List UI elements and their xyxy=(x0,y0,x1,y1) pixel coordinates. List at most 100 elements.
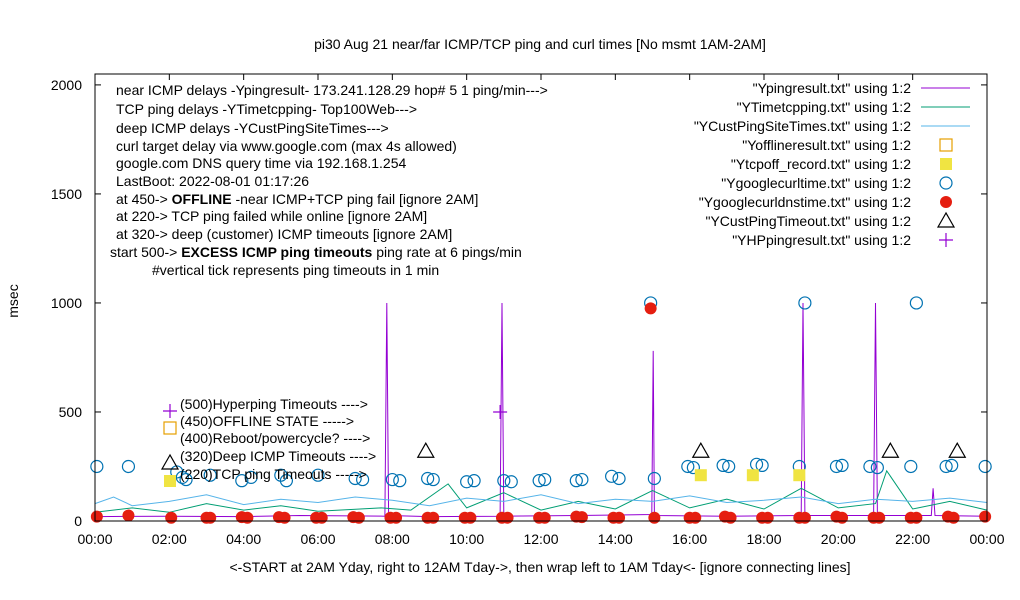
x-tick-label: 20:00 xyxy=(821,531,856,547)
data-point xyxy=(504,475,518,489)
series-line xyxy=(94,469,988,513)
data-point xyxy=(873,511,886,524)
legend-swatch xyxy=(939,176,953,190)
data-point xyxy=(722,459,736,474)
legend-label: "Ytcpoff_record.txt" using 1:2 xyxy=(731,156,911,172)
key-marker xyxy=(164,475,176,487)
data-point xyxy=(648,511,661,524)
data-point xyxy=(945,458,959,472)
legend-label: "Yofflineresult.txt" using 1:2 xyxy=(742,137,911,153)
data-point xyxy=(390,511,403,524)
y-axis-label: msec xyxy=(5,284,21,317)
info-line-deep-icmp: deep ICMP delays -YCustPingSiteTimes---> xyxy=(116,120,389,136)
series-yhppingresult-txt xyxy=(493,404,508,419)
y-tick-label: 1000 xyxy=(51,295,82,311)
data-point xyxy=(385,472,399,487)
y-tick-label: 500 xyxy=(59,404,83,420)
key-label: (500)Hyperping Timeouts ----> xyxy=(180,396,368,412)
excess-suffix: ping rate at 6 pings/min xyxy=(376,244,522,260)
legend-label: "YHPpingresult.txt" using 1:2 xyxy=(732,232,911,248)
x-tick-label: 00:00 xyxy=(77,531,112,547)
data-point xyxy=(939,459,953,474)
data-point xyxy=(716,458,730,472)
data-point xyxy=(870,460,884,475)
data-point xyxy=(421,471,435,486)
data-point xyxy=(909,296,923,310)
info-line-tick-note: #vertical tick represents ping timeouts … xyxy=(152,262,439,278)
info-line-tcp-ping: TCP ping delays -YTimetcpping- Top100Web… xyxy=(116,101,417,117)
y-tick-label: 0 xyxy=(74,513,82,529)
data-point xyxy=(311,468,325,482)
data-point xyxy=(644,302,657,315)
info-line-lastboot: LastBoot: 2022-08-01 01:17:26 xyxy=(116,173,309,189)
legend-label: "Ygooglecurltime.txt" using 1:2 xyxy=(721,175,911,191)
data-point xyxy=(948,442,967,458)
data-point xyxy=(538,472,552,487)
x-axis-label: <-START at 2AM Yday, right to 12AM Tday-… xyxy=(229,559,850,575)
series-ypingresult-txt xyxy=(94,302,988,518)
series-ygooglecurltime-txt xyxy=(90,296,992,489)
data-point xyxy=(241,511,254,524)
legend-swatch xyxy=(939,233,953,247)
info-line-deep-fail: at 320-> deep (customer) ICMP timeouts [… xyxy=(116,226,452,242)
data-point xyxy=(863,459,877,474)
data-point xyxy=(835,458,849,472)
axis-ticks: 00:00 02:00 04:00 06:00 08:00 10:00 12:00 14:00… xyxy=(51,74,1005,547)
data-point xyxy=(761,511,774,524)
data-point xyxy=(904,459,918,474)
data-point xyxy=(836,511,849,524)
legend-label: "Ygooglecurldnstime.txt" using 1:2 xyxy=(699,194,911,210)
series-ycustpingsitetimes-txt xyxy=(94,494,988,507)
data-point xyxy=(881,442,900,458)
data-point xyxy=(681,459,695,474)
series-ytcpoff-record-txt xyxy=(694,469,806,482)
data-point xyxy=(427,511,440,524)
x-tick-label: 22:00 xyxy=(895,531,930,547)
data-point xyxy=(175,470,189,484)
data-point xyxy=(979,510,992,523)
info-line-tcp-fail: at 220-> TCP ping failed while online [i… xyxy=(116,208,427,224)
data-point xyxy=(203,468,217,482)
x-tick-label: 08:00 xyxy=(375,531,410,547)
data-point xyxy=(278,511,291,524)
data-point xyxy=(978,459,992,474)
data-point xyxy=(165,511,178,524)
data-point xyxy=(694,469,707,482)
data-point xyxy=(393,474,407,488)
data-point xyxy=(348,471,362,486)
info-line-near-icmp: near ICMP delays -Ypingresult- 173.241.1… xyxy=(116,82,548,98)
series-ycustpingtimeout-txt xyxy=(416,442,967,458)
level-key-labels: (500)Hyperping Timeouts ---->(450)OFFLIN… xyxy=(160,396,376,487)
data-point xyxy=(612,471,626,486)
data-point xyxy=(569,474,583,488)
data-point xyxy=(497,474,511,488)
legend-swatch xyxy=(940,196,952,208)
data-point xyxy=(532,474,546,488)
data-point xyxy=(686,460,700,475)
info-line-dns: google.com DNS query time via 192.168.1.… xyxy=(116,155,406,171)
legend-swatch xyxy=(936,211,956,228)
data-point xyxy=(691,442,710,458)
data-point xyxy=(501,511,514,524)
data-point xyxy=(352,511,365,524)
data-point xyxy=(460,475,474,489)
data-point xyxy=(798,511,811,524)
legend: "Ypingresult.txt" using 1:2 "YTimetcpping… xyxy=(694,80,970,248)
data-point xyxy=(315,511,328,524)
y-tick-label: 2000 xyxy=(51,77,82,93)
legend-swatch xyxy=(939,138,953,152)
data-point xyxy=(575,472,589,487)
x-tick-label: 06:00 xyxy=(300,531,335,547)
data-point xyxy=(356,472,370,487)
legend-label: "Ypingresult.txt" using 1:2 xyxy=(753,80,912,96)
info-line-curl: curl target delay via www.google.com (ma… xyxy=(116,138,457,154)
excess-prefix: start 500-> xyxy=(110,244,177,260)
x-tick-label: 14:00 xyxy=(598,531,633,547)
data-point xyxy=(121,459,136,474)
x-tick-label: 16:00 xyxy=(672,531,707,547)
data-point xyxy=(829,459,844,474)
data-point xyxy=(244,470,258,484)
data-point xyxy=(724,511,737,524)
data-point xyxy=(755,458,769,472)
